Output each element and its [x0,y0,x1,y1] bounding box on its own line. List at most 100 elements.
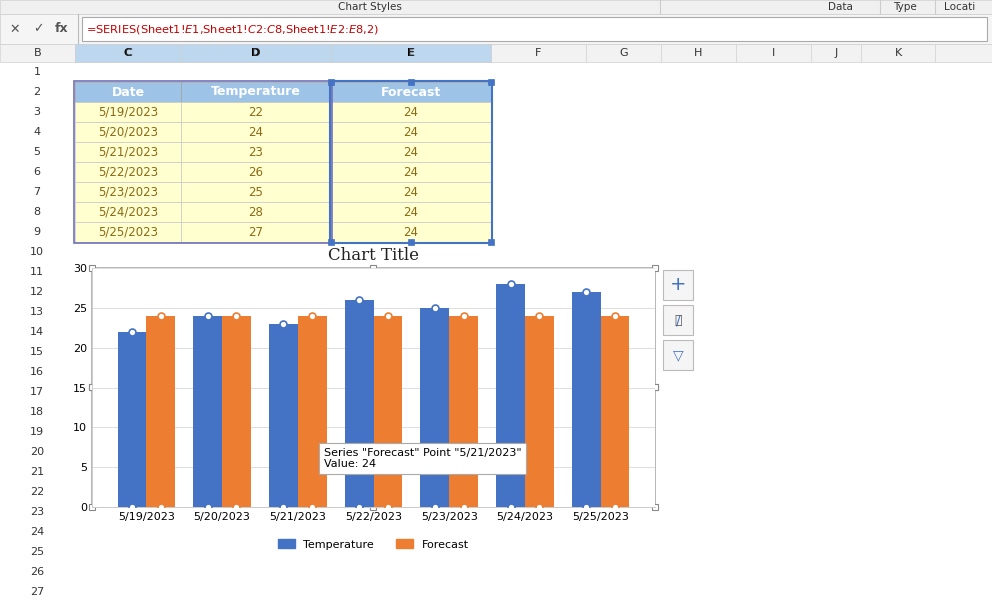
Text: I: I [772,48,775,58]
Bar [75,122,992,142]
Bar [82,17,987,41]
Text: E: E [407,48,415,58]
Text: K: K [895,48,902,58]
Bar [181,182,331,202]
Bar [89,265,95,271]
Text: fx: fx [56,22,68,35]
Bar [571,292,600,507]
Text: ✓: ✓ [33,22,44,35]
Text: 9: 9 [34,227,41,237]
Bar [331,122,491,142]
Text: 22: 22 [249,106,264,118]
Text: 2: 2 [34,87,41,97]
Bar [0,122,75,142]
Bar [345,300,374,507]
Bar [600,316,629,507]
Text: 27: 27 [30,587,44,597]
Text: 3: 3 [34,107,41,117]
Text: 24: 24 [249,125,264,139]
Text: 24: 24 [404,125,419,139]
Bar [0,82,75,102]
Text: 11: 11 [30,267,44,277]
Text: 28: 28 [249,205,264,218]
Bar [370,265,376,271]
Bar [331,202,491,222]
Bar [75,102,181,122]
Text: 19: 19 [30,427,44,437]
Text: 24: 24 [404,185,419,199]
Bar [75,202,181,222]
Bar [331,82,491,102]
Bar [0,502,75,522]
Bar [75,422,992,442]
Text: 5/19/2023: 5/19/2023 [98,106,158,118]
Bar [408,79,414,85]
Bar [0,462,75,482]
Text: J: J [834,48,837,58]
Bar [0,322,75,342]
Bar [75,182,181,202]
Bar [89,504,95,510]
Bar [75,222,992,242]
Text: 7: 7 [34,187,41,197]
Text: B: B [34,48,42,58]
Bar [75,382,992,402]
Bar [663,270,693,300]
Bar [75,162,181,182]
Bar [0,522,75,542]
Text: 8: 8 [34,207,41,217]
Bar [331,182,491,202]
Bar [0,44,992,62]
Bar [0,562,75,582]
Bar [421,308,449,507]
Text: 13: 13 [30,307,44,317]
Bar [74,81,332,243]
Bar [181,102,331,122]
Text: Locati: Locati [944,2,975,12]
Text: 17: 17 [30,387,44,397]
Bar [0,582,75,600]
Bar [0,362,75,382]
Text: Chart Styles: Chart Styles [338,2,402,12]
Bar [652,384,658,390]
Bar [0,14,992,44]
Text: E: E [408,48,415,58]
Bar [331,162,491,182]
Bar [0,162,75,182]
Bar [89,384,95,390]
Text: 14: 14 [30,327,44,337]
Bar [89,384,95,390]
Title: Chart Title: Chart Title [328,247,419,263]
Bar [75,282,992,302]
Bar [0,342,75,362]
Text: 27: 27 [249,226,264,238]
Text: 24: 24 [404,106,419,118]
Bar [181,122,331,142]
Bar [75,362,992,382]
Bar [370,504,376,510]
Bar [0,282,75,302]
Bar [75,522,992,542]
Text: 6: 6 [34,167,41,177]
Bar [75,162,992,182]
Bar [75,142,992,162]
Text: 24: 24 [404,145,419,158]
Text: D: D [252,48,260,58]
Text: 25: 25 [249,185,264,199]
Text: Date: Date [111,85,145,98]
Bar [75,82,992,102]
Text: C: C [124,48,132,58]
Bar [181,142,331,162]
Bar [0,62,75,82]
Bar [75,402,992,422]
Bar [75,262,992,282]
Bar [75,482,992,502]
Bar [181,202,331,222]
Bar [75,222,181,242]
Bar [488,239,494,245]
Text: ✕: ✕ [10,22,20,35]
Bar [75,322,992,342]
Text: Type: Type [893,2,917,12]
Bar [75,44,181,62]
Bar [181,82,331,102]
